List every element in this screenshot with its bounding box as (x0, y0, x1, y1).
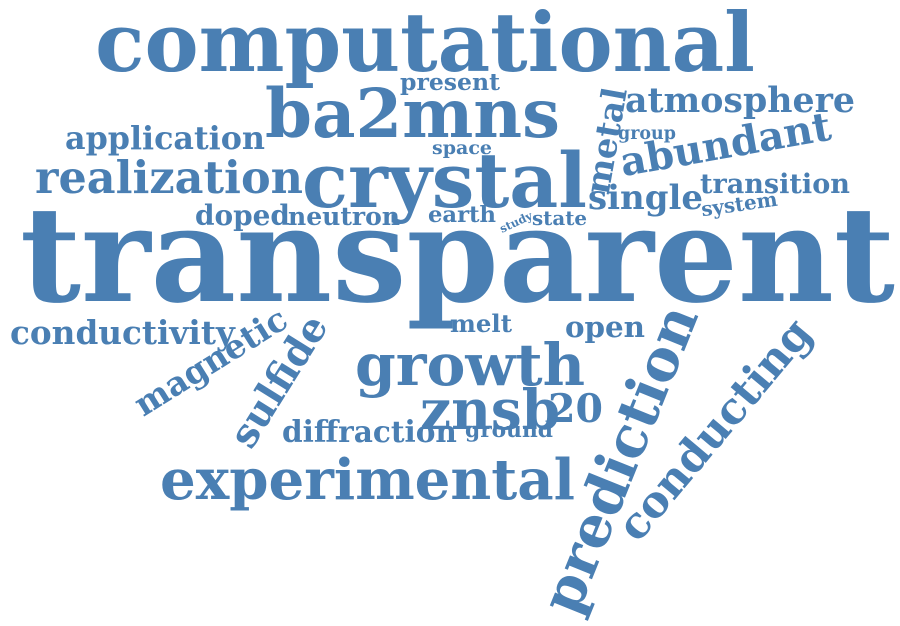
word-growth: growth (355, 329, 585, 399)
word-group: group (618, 124, 676, 145)
word-present: present (400, 68, 500, 97)
word-ground: ground (465, 418, 554, 444)
word-open: open (565, 309, 645, 345)
word-single: single (588, 178, 703, 218)
word-transition: transition (700, 168, 850, 200)
word-conductivity: conductivity (10, 312, 235, 352)
word-application: application (65, 120, 265, 158)
word-diffraction: diffraction (282, 414, 457, 450)
word-melt: melt (450, 308, 512, 338)
word-computational: computational (95, 0, 755, 92)
word-space: space (432, 136, 492, 159)
word-doped: doped (195, 199, 290, 232)
word-crystal: crystal (302, 136, 588, 226)
word-realization: realization (35, 151, 303, 204)
word-earth: earth (428, 201, 496, 228)
word-experimental: experimental (160, 446, 575, 513)
word-transparent: transparent (20, 178, 895, 333)
word-20: 20 (548, 386, 603, 433)
word-atmosphere: atmosphere (625, 79, 855, 121)
word-znsb: znsb (420, 377, 561, 442)
word-ba2mns: ba2mns (265, 74, 560, 154)
word-neutron: neutron (288, 200, 400, 231)
word-state: state (532, 206, 587, 231)
